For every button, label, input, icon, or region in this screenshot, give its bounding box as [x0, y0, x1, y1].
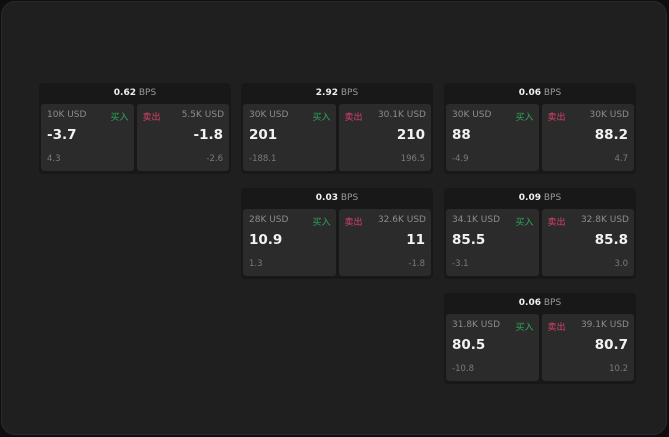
bid-price: 85.5 — [452, 232, 486, 248]
spread-header: 0.09 BPS — [444, 188, 636, 209]
bid-price: -3.7 — [47, 127, 77, 143]
bid-price: 80.5 — [452, 337, 486, 353]
ask-price: 11 — [406, 232, 425, 248]
bid-size: 31.8K USD — [452, 320, 501, 330]
spread-value: 0.09 — [518, 193, 541, 203]
spread-unit: BPS — [340, 88, 359, 98]
spread-unit: BPS — [340, 193, 359, 203]
ask-price: -1.8 — [193, 127, 223, 143]
sell-cell[interactable]: 卖出 32.6K USD 11 -1.8 — [338, 209, 431, 276]
buy-label[interactable]: 买入 — [312, 113, 331, 123]
ask-change: 4.7 — [614, 154, 628, 164]
bid-change: -188.1 — [249, 154, 277, 164]
ask-size: 30K USD — [589, 110, 629, 120]
bid-change: 4.3 — [47, 154, 61, 164]
ask-change: 10.2 — [609, 364, 628, 374]
ask-change: 3.0 — [614, 259, 628, 269]
buy-cell[interactable]: 10K USD 买入 -3.7 4.3 — [41, 104, 134, 171]
price-widget: 0.62 BPS 10K USD 买入 -3.7 4.3 卖出 5.5K USD -… — [39, 83, 231, 174]
sell-cell[interactable]: 卖出 30K USD 88.2 4.7 — [541, 104, 634, 171]
buy-cell[interactable]: 34.1K USD 买入 85.5 -3.1 — [446, 209, 539, 276]
sell-cell[interactable]: 卖出 32.8K USD 85.8 3.0 — [541, 209, 634, 276]
bid-price: 201 — [249, 127, 278, 143]
buy-label[interactable]: 买入 — [515, 323, 534, 333]
sell-label[interactable]: 卖出 — [142, 113, 161, 123]
ask-size: 32.8K USD — [580, 215, 629, 225]
price-widget: 2.92 BPS 30K USD 买入 201 -188.1 卖出 30.1K US… — [241, 83, 433, 174]
ask-price: 85.8 — [594, 232, 628, 248]
buy-label[interactable]: 买入 — [110, 113, 129, 123]
ask-size: 30.1K USD — [377, 110, 426, 120]
spread-unit: BPS — [543, 88, 562, 98]
price-widget: 0.06 BPS 31.8K USD 买入 80.5 -10.8 卖出 39.1K … — [444, 293, 636, 384]
buy-label[interactable]: 买入 — [312, 218, 331, 228]
buy-label[interactable]: 买入 — [515, 113, 534, 123]
bid-price: 10.9 — [249, 232, 283, 248]
ask-price: 80.7 — [594, 337, 628, 353]
bid-size: 10K USD — [47, 110, 87, 120]
spread-value: 0.06 — [518, 88, 541, 98]
spread-unit: BPS — [543, 193, 562, 203]
spread-header: 0.06 BPS — [444, 293, 636, 314]
ask-change: 196.5 — [400, 154, 425, 164]
sell-label[interactable]: 卖出 — [344, 113, 363, 123]
ask-size: 32.6K USD — [377, 215, 426, 225]
ask-size: 39.1K USD — [580, 320, 629, 330]
ask-size: 5.5K USD — [181, 110, 224, 120]
spread-header: 0.06 BPS — [444, 83, 636, 104]
price-widget: 0.06 BPS 30K USD 买入 88 -4.9 卖出 30K USD 88.… — [444, 83, 636, 174]
sell-label[interactable]: 卖出 — [547, 218, 566, 228]
buy-label[interactable]: 买入 — [515, 218, 534, 228]
bid-change: -3.1 — [452, 259, 469, 269]
ask-price: 88.2 — [594, 127, 628, 143]
sell-cell[interactable]: 卖出 30.1K USD 210 196.5 — [338, 104, 431, 171]
bid-size: 30K USD — [452, 110, 492, 120]
ask-change: -2.6 — [206, 154, 223, 164]
spread-header: 0.62 BPS — [39, 83, 231, 104]
spread-value: 0.03 — [315, 193, 338, 203]
ask-price: 210 — [396, 127, 425, 143]
bid-price: 88 — [452, 127, 471, 143]
bid-size: 28K USD — [249, 215, 289, 225]
buy-cell[interactable]: 30K USD 买入 88 -4.9 — [446, 104, 539, 171]
bid-size: 34.1K USD — [452, 215, 501, 225]
price-widget: 0.09 BPS 34.1K USD 买入 85.5 -3.1 卖出 32.8K U… — [444, 188, 636, 279]
spread-unit: BPS — [138, 88, 157, 98]
spread-value: 2.92 — [315, 88, 338, 98]
buy-cell[interactable]: 28K USD 买入 10.9 1.3 — [243, 209, 336, 276]
bid-size: 30K USD — [249, 110, 289, 120]
bid-change: -4.9 — [452, 154, 469, 164]
spread-header: 2.92 BPS — [241, 83, 433, 104]
sell-cell[interactable]: 卖出 5.5K USD -1.8 -2.6 — [136, 104, 229, 171]
buy-cell[interactable]: 31.8K USD 买入 80.5 -10.8 — [446, 314, 539, 381]
spread-header: 0.03 BPS — [241, 188, 433, 209]
spread-value: 0.62 — [113, 88, 136, 98]
ask-change: -1.8 — [408, 259, 425, 269]
buy-cell[interactable]: 30K USD 买入 201 -188.1 — [243, 104, 336, 171]
spread-value: 0.06 — [518, 298, 541, 308]
sell-label[interactable]: 卖出 — [547, 113, 566, 123]
bid-change: -10.8 — [452, 364, 474, 374]
sell-cell[interactable]: 卖出 39.1K USD 80.7 10.2 — [541, 314, 634, 381]
sell-label[interactable]: 卖出 — [344, 218, 363, 228]
price-widget: 0.03 BPS 28K USD 买入 10.9 1.3 卖出 32.6K USD … — [241, 188, 433, 279]
spread-unit: BPS — [543, 298, 562, 308]
sell-label[interactable]: 卖出 — [547, 323, 566, 333]
bid-change: 1.3 — [249, 259, 263, 269]
